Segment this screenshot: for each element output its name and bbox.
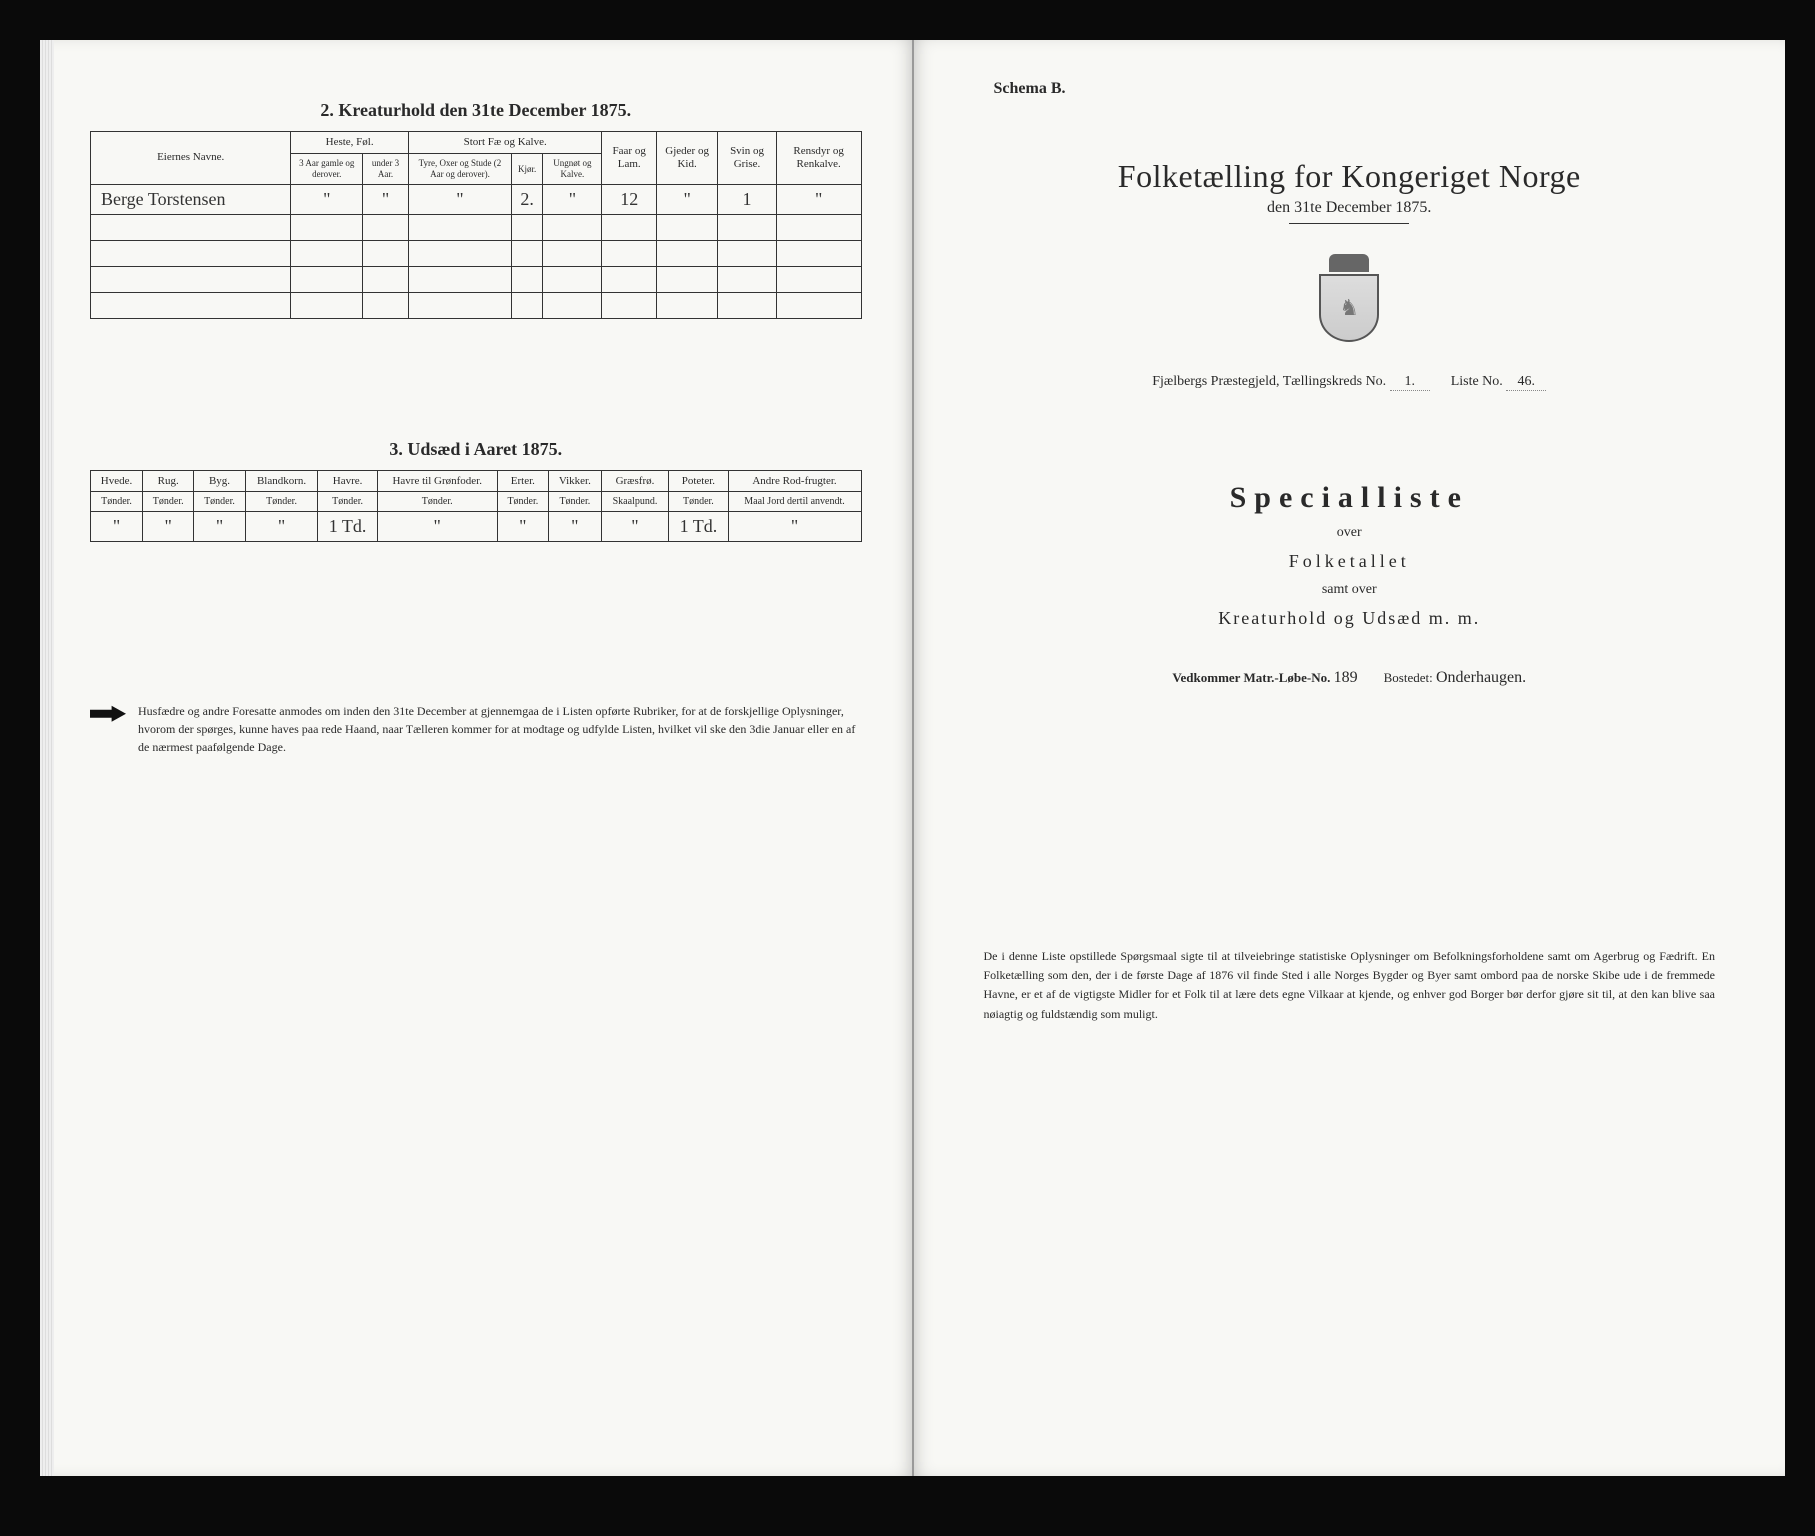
t2-v4: 1 Td. xyxy=(318,511,377,541)
matr-line: Vedkommer Matr.-Løbe-No. 189 Bostedet: O… xyxy=(964,669,1736,687)
t2-v9: 1 Td. xyxy=(669,511,728,541)
t2-v2: " xyxy=(194,511,245,541)
t2-s6: Tønder. xyxy=(497,491,548,511)
t2-h5: Havre til Grønfoder. xyxy=(377,470,497,491)
over-label: over xyxy=(964,525,1736,541)
t2-s8: Skaalpund. xyxy=(601,491,669,511)
seed-table: Hvede. Rug. Byg. Blandkorn. Havre. Havre… xyxy=(90,470,862,542)
col-heste: Heste, Føl. xyxy=(291,132,409,154)
t2-s4: Tønder. xyxy=(318,491,377,511)
t1-v5: 12 xyxy=(602,184,656,214)
t2-s10: Maal Jord dertil anvendt. xyxy=(728,491,861,511)
t2-h4: Havre. xyxy=(318,470,377,491)
kreatur-label: Kreaturhold og Udsæd m. m. xyxy=(964,608,1736,629)
left-page: 2. Kreaturhold den 31te December 1875. E… xyxy=(40,40,914,1476)
section3-title: 3. Udsæd i Aaret 1875. xyxy=(90,439,862,460)
right-page: Schema B. Folketælling for Kongeriget No… xyxy=(914,40,1786,1476)
t1-v3: 2. xyxy=(512,184,543,214)
t1-v4: " xyxy=(543,184,602,214)
page-stack-edge xyxy=(40,40,54,1476)
t2-s2: Tønder. xyxy=(194,491,245,511)
col-stort-2: Kjør. xyxy=(512,154,543,185)
left-footer-note: Husfædre og andre Foresatte anmodes om i… xyxy=(90,702,862,756)
col-stort-1: Tyre, Oxer og Stude (2 Aar og derover). xyxy=(408,154,511,185)
col-owner: Eiernes Navne. xyxy=(91,132,291,185)
t2-s1: Tønder. xyxy=(143,491,194,511)
t1-v1: " xyxy=(363,184,409,214)
col-faar: Faar og Lam. xyxy=(602,132,656,185)
main-subtitle: den 31te December 1875. xyxy=(964,199,1736,224)
t2-s5: Tønder. xyxy=(377,491,497,511)
col-gjeder: Gjeder og Kid. xyxy=(656,132,717,185)
t2-h9: Poteter. xyxy=(669,470,728,491)
t2-v3: " xyxy=(245,511,318,541)
right-footer-text: De i denne Liste opstillede Spørgsmaal s… xyxy=(964,947,1736,1024)
t2-v8: " xyxy=(601,511,669,541)
col-heste-3plus: 3 Aar gamle og derover. xyxy=(291,154,363,185)
livestock-table: Eiernes Navne. Heste, Føl. Stort Fæ og K… xyxy=(90,131,862,319)
main-title: Folketælling for Kongeriget Norge xyxy=(964,158,1736,195)
t1-v0: " xyxy=(291,184,363,214)
owner-name: Berge Torstensen xyxy=(91,184,291,214)
t2-v1: " xyxy=(143,511,194,541)
t1-v8: " xyxy=(776,184,861,214)
footer-text: Husfædre og andre Foresatte anmodes om i… xyxy=(138,702,862,756)
main-sub-text: den 31te December 1875. xyxy=(1267,199,1431,216)
t2-h6: Erter. xyxy=(497,470,548,491)
t2-v6: " xyxy=(497,511,548,541)
specialliste-title: Specialliste xyxy=(964,481,1736,515)
kreds-no: 1. xyxy=(1390,374,1430,391)
pointing-hand-icon xyxy=(90,704,126,724)
document-spread: 2. Kreaturhold den 31te December 1875. E… xyxy=(40,40,1785,1476)
t1-v6: " xyxy=(656,184,717,214)
divider xyxy=(1289,223,1409,224)
t2-h7: Vikker. xyxy=(549,470,602,491)
t2-h8: Græsfrø. xyxy=(601,470,669,491)
t1-v7: 1 xyxy=(718,184,776,214)
col-stort: Stort Fæ og Kalve. xyxy=(408,132,602,154)
t2-v5: " xyxy=(377,511,497,541)
matr-label: Vedkommer Matr.-Løbe-No. xyxy=(1172,670,1330,685)
parish-line: Fjælbergs Præstegjeld, Tællingskreds No.… xyxy=(964,374,1736,391)
t2-s0: Tønder. xyxy=(91,491,143,511)
liste-label: Liste No. xyxy=(1451,374,1503,389)
bostedet-label: Bostedet: xyxy=(1384,670,1433,685)
samt-label: samt over xyxy=(964,582,1736,598)
t2-v10: " xyxy=(728,511,861,541)
t2-h2: Byg. xyxy=(194,470,245,491)
t2-s9: Tønder. xyxy=(669,491,728,511)
section2-title: 2. Kreaturhold den 31te December 1875. xyxy=(90,100,862,121)
liste-no: 46. xyxy=(1506,374,1546,391)
t2-v0: " xyxy=(91,511,143,541)
t2-s7: Tønder. xyxy=(549,491,602,511)
matr-no: 189 xyxy=(1334,669,1358,686)
t2-h10: Andre Rod-frugter. xyxy=(728,470,861,491)
coat-of-arms-icon: ♞ xyxy=(1314,254,1384,344)
col-heste-u3: under 3 Aar. xyxy=(363,154,409,185)
t2-h0: Hvede. xyxy=(91,470,143,491)
col-ren: Rensdyr og Renkalve. xyxy=(776,132,861,185)
t1-v2: " xyxy=(408,184,511,214)
folketallet-label: Folketallet xyxy=(964,551,1736,572)
t2-s3: Tønder. xyxy=(245,491,318,511)
t2-h3: Blandkorn. xyxy=(245,470,318,491)
t2-h1: Rug. xyxy=(143,470,194,491)
bostedet-value: Onderhaugen. xyxy=(1436,669,1526,686)
schema-label: Schema B. xyxy=(994,80,1736,98)
parish-text: Fjælbergs Præstegjeld, Tællingskreds No. xyxy=(1152,374,1386,389)
t2-v7: " xyxy=(549,511,602,541)
col-stort-3: Ungnøt og Kalve. xyxy=(543,154,602,185)
col-svin: Svin og Grise. xyxy=(718,132,776,185)
